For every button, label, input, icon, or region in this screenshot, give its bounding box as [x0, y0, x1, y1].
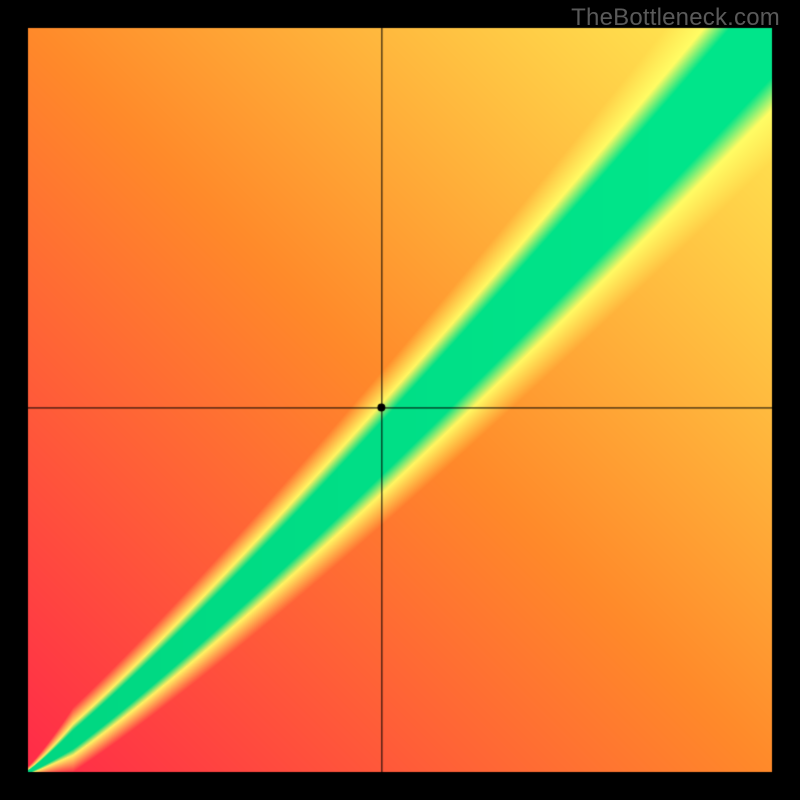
- heatmap-canvas: [0, 0, 800, 800]
- watermark-text: TheBottleneck.com: [571, 4, 780, 32]
- chart-container: TheBottleneck.com: [0, 0, 800, 800]
